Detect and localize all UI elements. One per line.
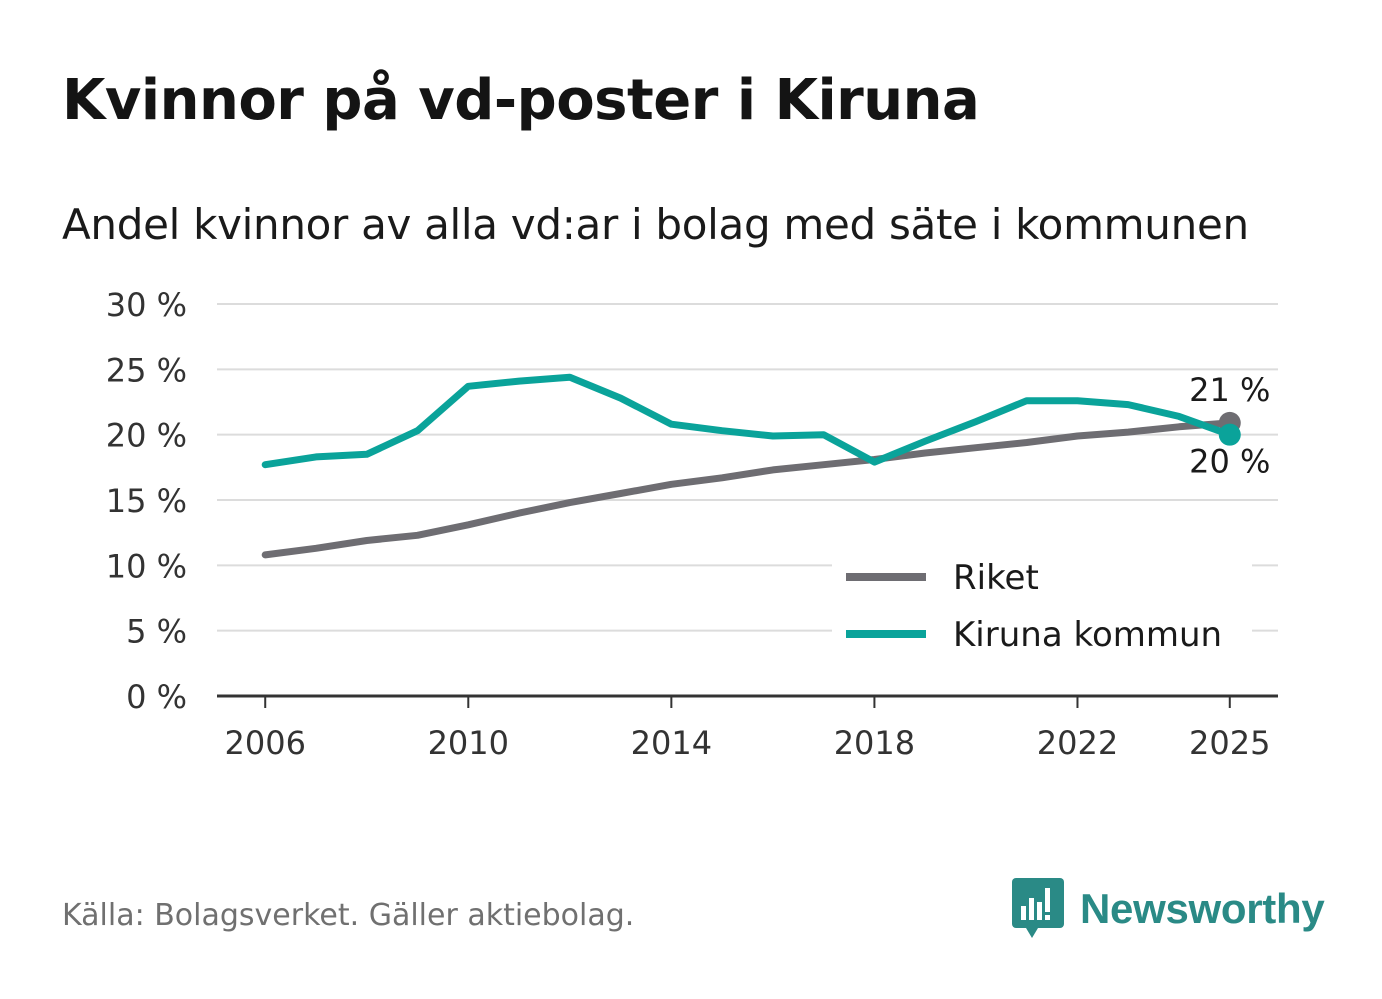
brand-name: Newsworthy	[1080, 885, 1325, 932]
x-tick-label: 2018	[834, 724, 915, 762]
x-tick-label: 2010	[428, 724, 509, 762]
y-tick-label: 10 %	[106, 547, 187, 585]
x-axis-tick-labels: 2006 2010 2014 2018 2022 2025	[225, 696, 1270, 762]
end-point-kiruna	[1218, 423, 1241, 446]
y-tick-label: 25 %	[106, 351, 187, 389]
y-axis-tick-labels: 0 % 5 % 10 % 15 % 20 % 25 % 30 %	[106, 286, 187, 716]
series-lines	[261, 373, 1241, 559]
chart-title: Kvinnor på vd-poster i Kiruna	[62, 68, 980, 133]
legend-background	[832, 548, 1252, 668]
source-note: Källa: Bolagsverket. Gäller aktiebolag.	[62, 898, 635, 933]
legend: Riket Kiruna kommun	[832, 548, 1252, 668]
y-tick-label: 5 %	[126, 613, 187, 651]
x-tick-label: 2006	[225, 724, 306, 762]
x-tick-label: 2022	[1037, 724, 1118, 762]
end-label-kiruna: 20 %	[1189, 443, 1270, 481]
end-labels: 21 % 20 %	[1189, 371, 1270, 481]
brand-logo: Newsworthy	[1012, 878, 1325, 940]
legend-label-riket: Riket	[953, 558, 1039, 598]
newsworthy-logo-icon	[1012, 878, 1064, 938]
x-tick-label: 2014	[631, 724, 712, 762]
x-tick-label: 2025	[1189, 724, 1270, 762]
y-tick-label: 15 %	[106, 482, 187, 520]
end-label-riket: 21 %	[1189, 371, 1270, 409]
series-line-kiruna	[261, 373, 1234, 469]
y-tick-label: 20 %	[106, 417, 187, 455]
legend-label-kiruna: Kiruna kommun	[953, 615, 1222, 655]
y-tick-label: 30 %	[106, 286, 187, 324]
y-tick-label: 0 %	[126, 678, 187, 716]
chart-subtitle: Andel kvinnor av alla vd:ar i bolag med …	[62, 200, 1249, 249]
series-line-riket	[261, 419, 1234, 559]
